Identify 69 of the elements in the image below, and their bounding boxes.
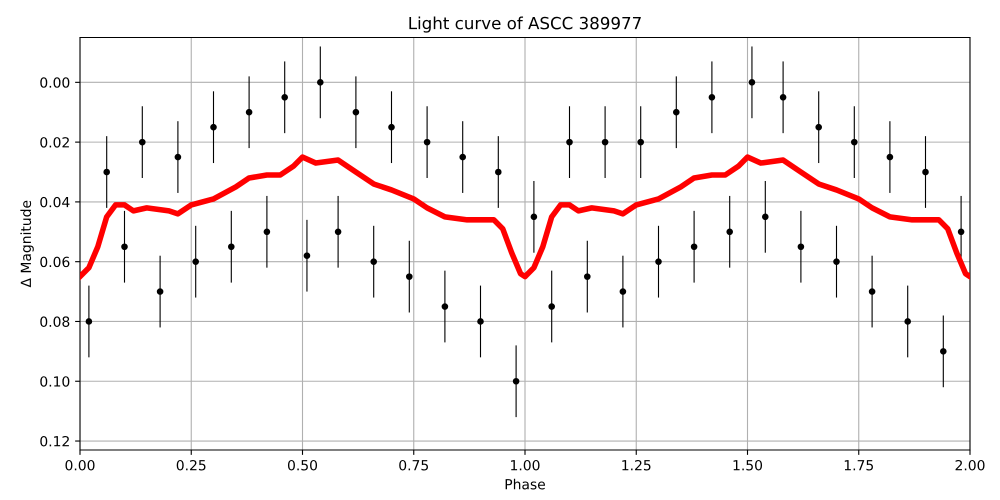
point [940, 348, 947, 355]
point [833, 258, 840, 265]
x-tick-label: 0.25 [176, 460, 206, 470]
point [352, 108, 360, 116]
point [228, 243, 235, 250]
point [566, 138, 573, 146]
x-tick-label: 1.25 [622, 460, 650, 470]
point [103, 168, 110, 176]
point [602, 138, 608, 146]
point [868, 288, 876, 295]
y-tick-label: 0.02 [40, 137, 69, 148]
point [174, 154, 182, 160]
point [121, 243, 128, 250]
point [958, 228, 964, 236]
x-tick-label: 2.00 [956, 460, 985, 470]
point [637, 138, 644, 146]
point [512, 378, 520, 385]
point [922, 168, 929, 176]
point [762, 214, 769, 220]
point [334, 228, 342, 236]
point [281, 94, 288, 101]
x-tick-label: 1.75 [844, 460, 873, 470]
point [815, 124, 822, 130]
point [304, 252, 310, 259]
point [370, 258, 377, 265]
chart-title: Light curve of ASCC 389977 [409, 16, 641, 33]
point [530, 214, 538, 220]
point [548, 303, 555, 310]
point [424, 138, 430, 146]
point [798, 243, 804, 250]
point [210, 124, 217, 130]
point [192, 258, 199, 265]
point [690, 243, 698, 250]
point [406, 273, 413, 280]
x-axis-title: Phase [506, 478, 545, 490]
y-tick-label: 0.06 [40, 256, 70, 268]
point [86, 318, 92, 325]
y-tick-label: 0.12 [40, 436, 69, 447]
x-tick-label: 0.50 [288, 460, 318, 470]
point [495, 168, 502, 176]
point [459, 154, 466, 160]
point [156, 288, 164, 295]
point [442, 303, 448, 310]
point [477, 318, 484, 325]
point [584, 273, 591, 280]
x-tick-label: 0.00 [65, 460, 95, 470]
point [780, 94, 786, 101]
y-tick-label: 0.00 [40, 77, 70, 88]
point [673, 108, 680, 116]
point [748, 79, 756, 86]
point [139, 138, 146, 146]
point [655, 258, 662, 265]
y-tick-label: 0.04 [40, 196, 70, 208]
point [708, 94, 716, 101]
point [620, 288, 626, 295]
point [886, 154, 894, 160]
point [388, 124, 395, 130]
point [904, 318, 911, 325]
x-tick-label: 0.75 [399, 460, 428, 470]
point [726, 228, 733, 236]
x-tick-label: 1.50 [734, 460, 762, 470]
y-axis-title: Δ Magnitude [20, 200, 34, 288]
y-tick-label: 0.08 [40, 316, 70, 327]
point [264, 228, 270, 236]
point [317, 79, 324, 86]
x-tick-label: 1.00 [511, 460, 540, 470]
point [246, 108, 252, 116]
y-tick-label: 0.10 [40, 376, 70, 387]
point [851, 138, 858, 146]
